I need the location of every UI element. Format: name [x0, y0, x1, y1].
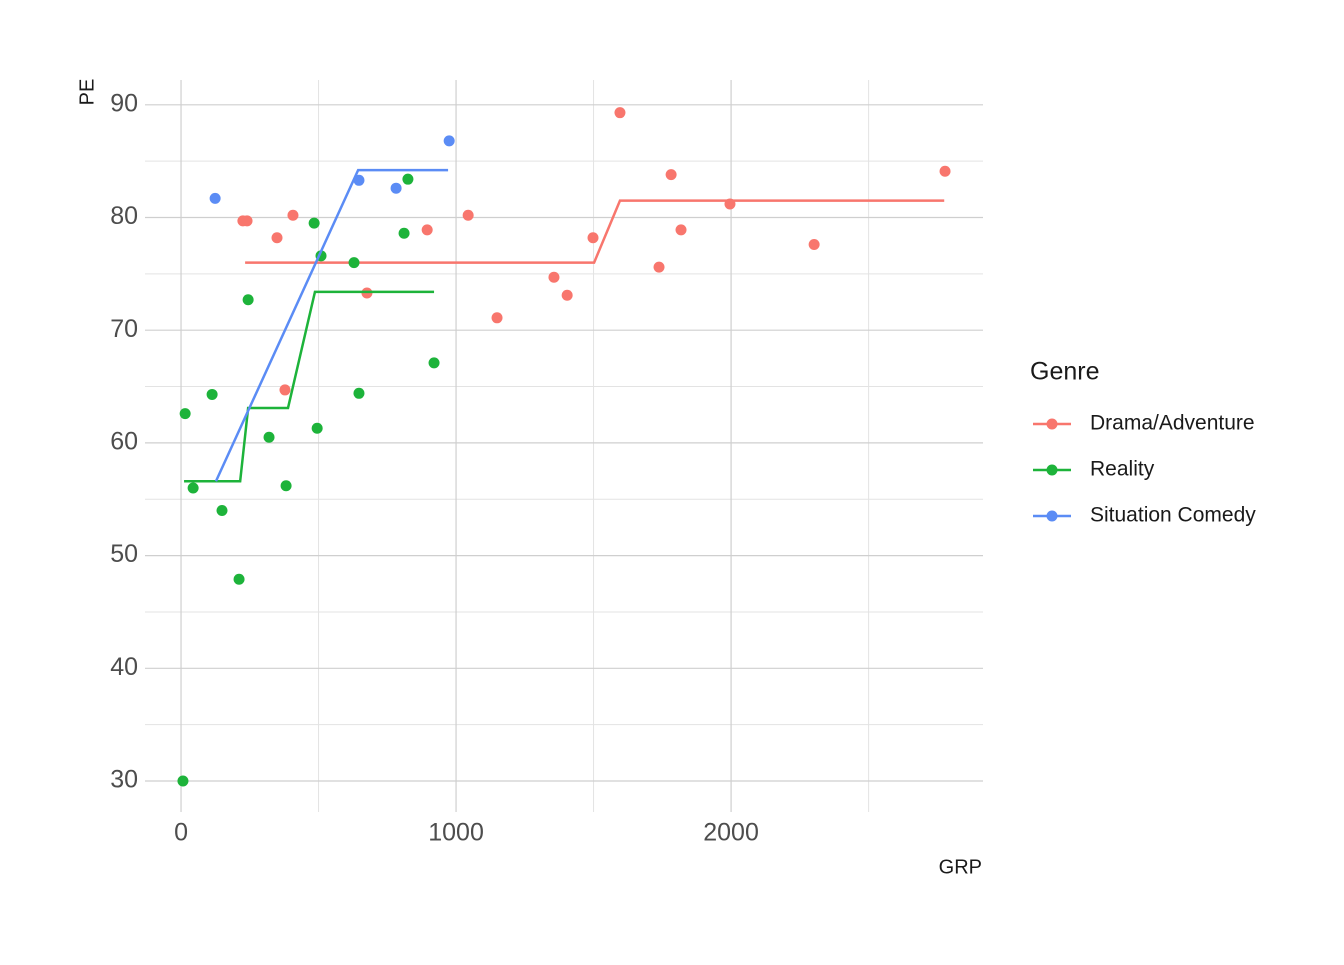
point — [665, 169, 677, 181]
y-tick-label: 70 — [110, 315, 138, 343]
point — [348, 257, 360, 269]
fit-line — [245, 199, 945, 264]
y-tick-label: 50 — [110, 540, 138, 568]
y-tick-label: 30 — [110, 766, 138, 794]
x-axis-title: GRP — [939, 856, 982, 878]
legend-label: Drama/Adventure — [1090, 412, 1255, 435]
point — [653, 261, 665, 273]
point — [280, 480, 292, 492]
y-tick-label: 60 — [110, 428, 138, 456]
point — [398, 227, 410, 239]
fit-line — [214, 168, 449, 482]
x-tick-label: 2000 — [703, 819, 759, 847]
point — [428, 357, 440, 369]
legend-title: Genre — [1030, 358, 1099, 386]
point — [216, 505, 228, 517]
y-tick-label: 80 — [110, 202, 138, 230]
point — [587, 232, 599, 244]
point — [353, 387, 365, 399]
point — [808, 239, 820, 251]
point — [279, 384, 291, 396]
legend-swatch-point — [1046, 418, 1058, 430]
point — [390, 182, 402, 194]
legend-swatch-point — [1046, 510, 1058, 522]
legend-label: Situation Comedy — [1090, 504, 1256, 527]
point — [209, 192, 221, 204]
point — [271, 232, 283, 244]
y-axis-title: PE — [76, 79, 98, 106]
point — [241, 215, 253, 227]
point — [311, 422, 323, 434]
point — [491, 312, 503, 324]
point — [548, 271, 560, 283]
point — [724, 198, 736, 210]
point — [402, 173, 414, 185]
point — [939, 165, 951, 177]
point — [242, 294, 254, 306]
point — [179, 408, 191, 420]
point — [206, 388, 218, 400]
point — [353, 174, 365, 186]
point — [421, 224, 433, 236]
point — [287, 209, 299, 221]
point — [187, 482, 199, 494]
point — [177, 775, 189, 787]
legend-swatch-point — [1046, 464, 1058, 476]
y-tick-label: 90 — [110, 89, 138, 117]
x-tick-label: 1000 — [428, 819, 484, 847]
x-tick-label: 0 — [174, 819, 188, 847]
legend-label: Reality — [1090, 458, 1155, 481]
point — [443, 135, 455, 147]
point — [233, 573, 245, 585]
point — [462, 209, 474, 221]
point — [561, 289, 573, 301]
point — [263, 431, 275, 443]
y-tick-label: 40 — [110, 653, 138, 681]
fit-line — [184, 290, 435, 483]
point — [675, 224, 687, 236]
point — [308, 217, 320, 229]
point — [614, 107, 626, 119]
